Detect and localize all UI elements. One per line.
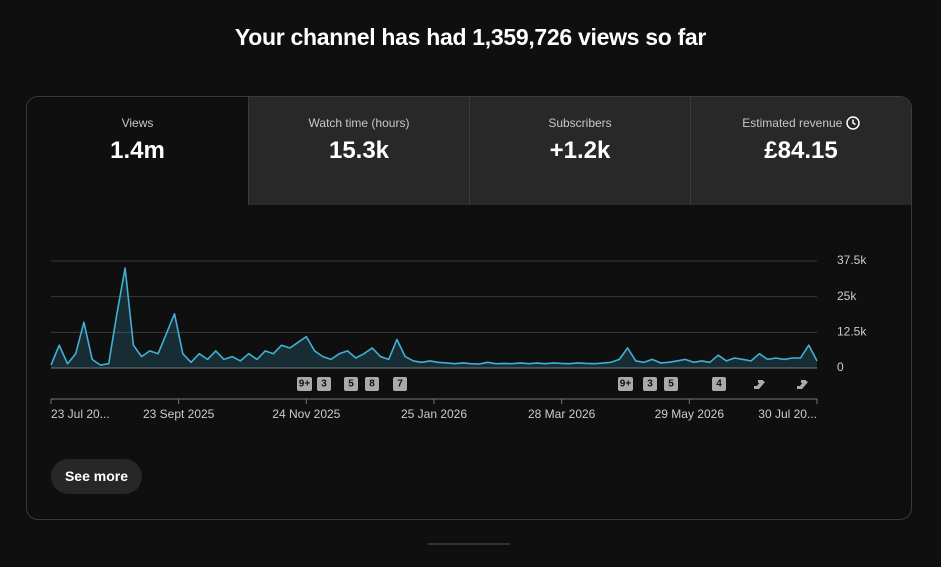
analytics-card: Views 1.4m Watch time (hours) 15.3k Subscr… [26,96,912,520]
x-tick-label: 30 Jul 20... [758,407,817,421]
marker-label[interactable]: 3 [321,379,327,390]
x-tick-label: 28 Mar 2026 [528,407,596,421]
tab-value: 1.4m [110,137,165,164]
y-tick-label: 37.5k [837,253,867,267]
marker-label[interactable]: 5 [668,379,674,390]
tab-label: Views [121,116,154,130]
tab-value: +1.2k [549,137,611,164]
tab-value: 15.3k [328,137,390,164]
shorts-icon[interactable] [754,380,765,389]
see-more-button[interactable]: See more [51,459,142,494]
clock-icon [845,116,860,130]
tab-label-text: Estimated revenue [742,116,843,130]
video-markers: 9+ 3 5 8 7 9+ 3 5 4 [297,377,808,391]
x-tick-label: 24 Nov 2025 [272,407,340,421]
x-tick-label: 23 Sept 2025 [143,407,215,421]
marker-label[interactable]: 5 [348,379,354,390]
x-tick-label: 25 Jan 2026 [401,407,467,421]
tab[interactable]: Views 1.4m [27,97,248,205]
page-title: Your channel has had 1,359,726 views so … [234,24,707,50]
shorts-icon[interactable] [797,380,808,389]
marker-label[interactable]: 8 [369,379,375,390]
tab-label: Watch time (hours) [308,116,410,130]
y-tick-label: 25k [837,289,857,303]
tab[interactable]: Estimated revenue £84.15 [690,97,911,205]
tab[interactable]: Watch time (hours) 15.3k [248,97,469,205]
marker-label[interactable]: 4 [716,379,722,390]
marker-label[interactable]: 9+ [620,379,632,390]
x-tick-label: 23 Jul 20... [51,407,110,421]
tab-value: £84.15 [764,137,838,164]
line [50,267,818,366]
tab[interactable]: Subscribers +1.2k [469,97,690,205]
marker-label[interactable]: 9+ [299,379,311,390]
tab-label: Estimated revenue [691,116,911,130]
y-tick-label: 0 [837,360,844,374]
line-area [51,268,817,368]
x-tick-label: 29 May 2026 [655,407,725,421]
tab-label: Subscribers [548,116,612,130]
marker-label[interactable]: 3 [647,379,653,390]
marker-label[interactable]: 7 [397,379,403,390]
y-tick-label: 12.5k [837,325,867,339]
